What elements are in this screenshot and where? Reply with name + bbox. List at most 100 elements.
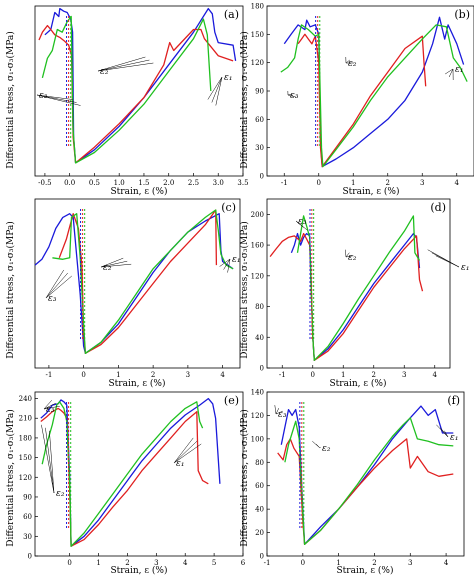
strain-annotation: ε₁ [455,65,463,75]
series-line-1 [40,397,221,547]
series-line-2 [269,232,424,361]
y-tick-label: 140 [251,389,264,397]
x-tick-label: 0 [301,559,305,567]
annotation-leader [345,249,347,258]
annotation-leader [100,263,132,268]
annotation-leader [43,400,52,410]
y-axis-title-left-bottom: Differential stress, σ₁-σ₃(MPa) [5,409,16,546]
y-tick-label: 150 [251,31,264,39]
x-axis-title-c: Strain, ε (%) [109,378,166,389]
strain-annotation: ε₂ [348,253,357,263]
x-tick-label: -1 [281,179,288,187]
x-axis-title-d: Strain, ε (%) [330,378,387,389]
strain-annotation: ε₁ [450,433,458,443]
x-tick-label: 3 [402,371,406,379]
annotation-leader [227,258,231,273]
x-tick-label: 2 [386,179,390,187]
panel-label: (d) [430,201,446,214]
strain-annotation: ε₃ [46,405,55,415]
panel-label: (a) [224,8,239,21]
annotation-leader [274,405,277,415]
x-tick-label: 1.0 [114,179,125,187]
annotation-leader [275,408,280,415]
y-tick-label: 0 [260,553,264,561]
y-axis-title-left-top: Differential stress, σ₁-σ₃(MPa) [5,31,16,168]
annotation-leader [207,76,223,100]
x-tick-label: 2 [372,559,376,567]
x-tick-label: 0.0 [64,179,75,187]
annotation-leader [173,437,194,464]
annotation-leader [440,427,449,438]
x-tick-label: -1 [264,559,271,567]
annotation-leader [173,443,202,464]
y-tick-label: 30 [23,533,32,541]
x-tick-label: 2 [151,371,155,379]
plot-frame [266,198,451,369]
y-tick-label: 210 [19,415,32,423]
y-tick-label: 0 [28,553,32,561]
y-tick-label: 160 [251,242,264,250]
strain-annotation: ε₁ [176,459,184,469]
strain-annotation: ε₂ [348,59,357,69]
series-line-3 [296,215,421,361]
y-tick-label: 120 [19,474,32,482]
x-tick-label: 4 [455,179,460,187]
x-tick-label: 3.0 [213,179,224,187]
series-line-1 [290,232,421,361]
chart-panel: -1 0 1 2 3 4 (c) ε₂ ε₃ ε₁ [34,198,241,379]
x-tick-label: 4 [433,371,438,379]
annotation-leader [435,255,460,268]
plot-frame [34,198,241,369]
y-tick-label: 240 [19,395,32,403]
strain-annotation: ε₃ [290,91,299,101]
y-tick-label: 20 [255,529,264,537]
series-line-3 [41,15,212,164]
strain-annotation: ε₂ [322,444,331,454]
strain-annotation: ε₃ [278,410,287,420]
y-axis-title-left-mid: Differential stress, σ₁-σ₃(MPa) [5,221,16,358]
annotation-leader [223,258,231,270]
plot-frame [34,5,244,177]
x-tick-label: 4 [444,559,449,567]
annotation-leader [43,402,56,410]
x-tick-label: 3.5 [237,179,248,187]
y-tick-label: 90 [23,493,32,501]
annotation-leader [97,56,146,72]
series-line-1 [34,213,234,354]
annotation-leader [97,62,154,72]
x-axis-title-e: Strain, ε (%) [111,565,168,576]
series-line-2 [40,407,209,547]
y-axis-title-right-top: Differential stress, σ₁-σ₃(MPa) [239,31,250,168]
series-line-3 [280,24,468,168]
y-tick-label: 80 [255,303,264,311]
y-tick-label: 0 [260,173,264,181]
annotation-leader [448,68,454,78]
series-line-3 [52,209,234,354]
y-tick-label: 60 [255,482,264,490]
x-tick-label: -0.5 [38,179,52,187]
x-axis-title-a: Strain, ε (%) [111,186,168,197]
y-tick-label: 180 [251,3,264,11]
plot-frame [266,391,465,557]
strain-annotation: ε₂ [103,263,112,273]
x-tick-label: 2 [125,559,129,567]
x-tick-label: 1 [341,371,345,379]
x-tick-label: -1 [279,371,286,379]
x-tick-label: 0 [317,179,321,187]
annotation-leader [287,94,296,98]
series-line-2 [58,209,218,354]
annotation-leader [45,269,65,299]
x-tick-label: 1 [96,559,100,567]
annotation-leader [45,427,55,494]
y-tick-label: 100 [251,435,264,443]
y-tick-label: 120 [251,59,264,67]
strain-annotation: ε₂ [56,489,65,499]
x-tick-label: 1.5 [138,179,149,187]
strain-annotation: ε₁ [232,255,240,265]
x-tick-label: 1 [351,179,355,187]
y-tick-label: 30 [255,144,264,152]
y-tick-label: 40 [255,334,264,342]
